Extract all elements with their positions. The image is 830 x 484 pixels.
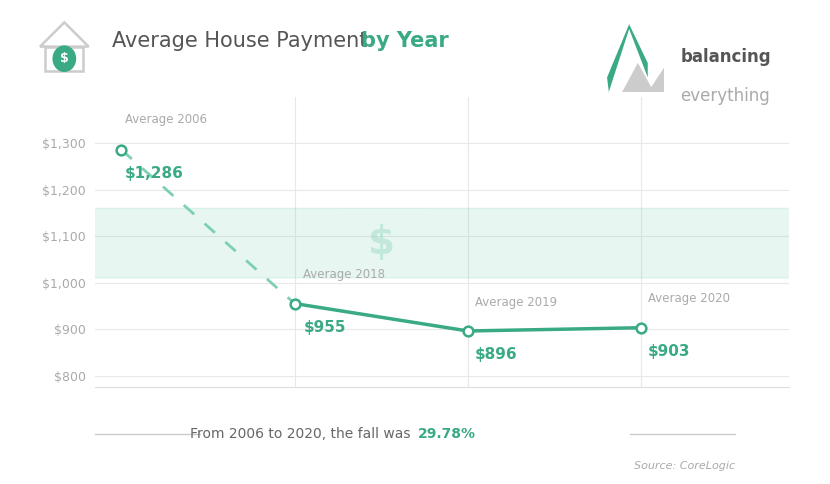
Text: Source: CoreLogic: Source: CoreLogic <box>634 461 735 471</box>
Text: Average 2020: Average 2020 <box>648 292 730 305</box>
Text: $896: $896 <box>475 347 518 362</box>
Polygon shape <box>622 63 664 92</box>
Polygon shape <box>607 24 647 92</box>
Text: Average 2019: Average 2019 <box>475 296 557 309</box>
Text: Average 2006: Average 2006 <box>124 113 207 126</box>
Text: Average House Payment: Average House Payment <box>112 31 374 51</box>
Text: balancing: balancing <box>681 48 771 66</box>
Text: $: $ <box>60 52 69 65</box>
Circle shape <box>52 45 76 72</box>
Text: everything: everything <box>681 87 770 105</box>
Text: $1,286: $1,286 <box>124 166 183 181</box>
Bar <box>46 46 83 71</box>
Text: $955: $955 <box>304 320 346 335</box>
Circle shape <box>0 208 830 278</box>
Text: $903: $903 <box>648 344 691 359</box>
Text: $: $ <box>368 224 395 262</box>
Text: by Year: by Year <box>361 31 449 51</box>
Text: 29.78%: 29.78% <box>418 427 476 441</box>
Text: From 2006 to 2020, the fall was: From 2006 to 2020, the fall was <box>190 427 415 441</box>
Text: Average 2018: Average 2018 <box>304 268 385 281</box>
